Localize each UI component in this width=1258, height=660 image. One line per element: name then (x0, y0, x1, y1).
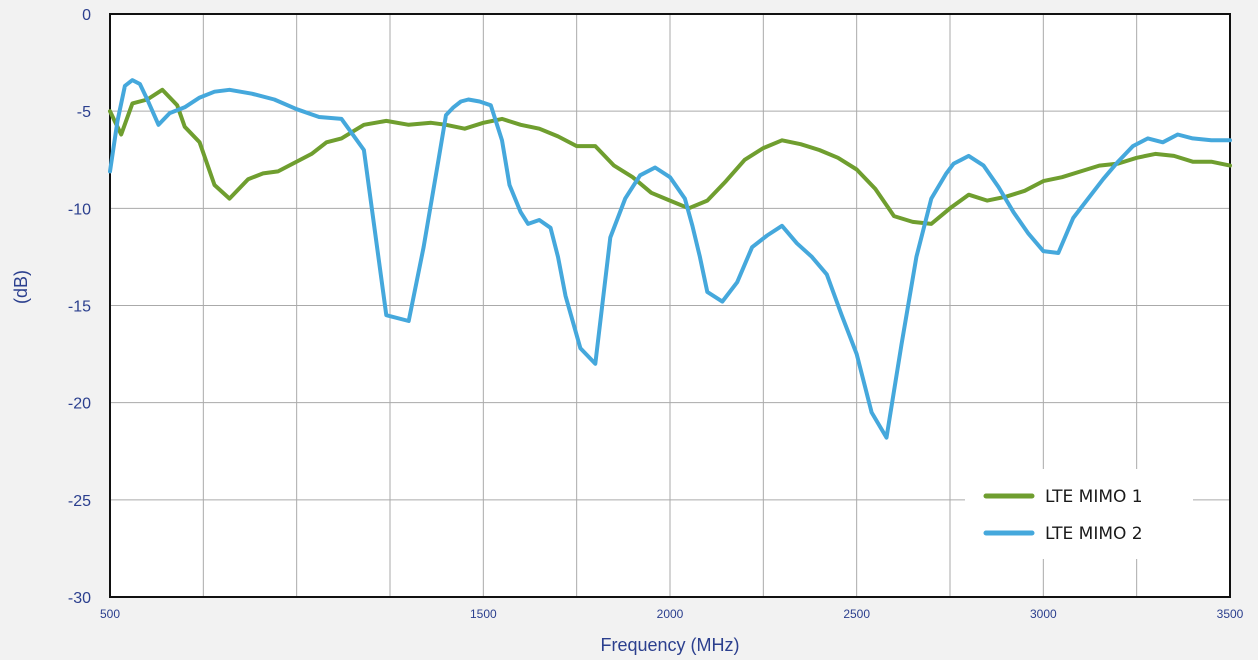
legend-label-lte-mimo-2: LTE MIMO 2 (1045, 524, 1143, 544)
x-tick-label: 2000 (657, 607, 684, 621)
y-tick-label: -15 (68, 299, 91, 316)
legend: LTE MIMO 1 LTE MIMO 2 (965, 469, 1193, 559)
y-tick-label: -10 (68, 201, 91, 218)
legend-box (965, 469, 1193, 559)
plot-frame (109, 13, 1231, 598)
x-tick-label: 3500 (1217, 607, 1244, 621)
y-axis-ticks: 0 -5 -10 -15 -20 -25 -30 (68, 7, 91, 607)
y-tick-label: -5 (77, 104, 91, 121)
y-axis-title: (dB) (11, 270, 31, 304)
series-line-lte-mimo-1 (108, 87, 1232, 226)
legend-label-lte-mimo-1: LTE MIMO 1 (1045, 487, 1143, 507)
x-tick-label: 2500 (843, 607, 870, 621)
y-tick-label: -30 (68, 590, 91, 607)
series-lines (108, 78, 1232, 440)
x-axis-ticks: 500 1500 2000 2500 3000 3500 (100, 607, 1244, 621)
y-tick-label: -20 (68, 396, 91, 413)
x-tick-label: 3000 (1030, 607, 1057, 621)
x-tick-label: 500 (100, 607, 120, 621)
y-tick-label: 0 (82, 7, 91, 24)
x-tick-label: 1500 (470, 607, 497, 621)
x-axis-title: Frequency (MHz) (600, 635, 739, 655)
series-line-lte-mimo-2 (108, 78, 1232, 440)
y-tick-label: -25 (68, 493, 91, 510)
